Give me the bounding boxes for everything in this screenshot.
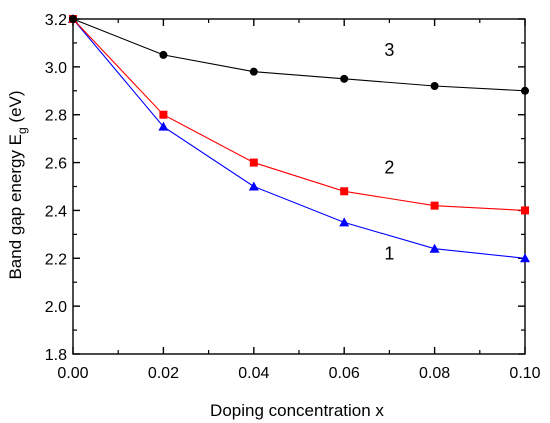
series-label-2: 2 bbox=[384, 157, 394, 177]
y-tick-label: 2.0 bbox=[45, 299, 67, 316]
data-point bbox=[249, 67, 258, 76]
x-tick-label: 0.04 bbox=[238, 365, 269, 382]
y-axis-title-main: Band gap energy E bbox=[6, 134, 25, 280]
y-tick-label: 2.6 bbox=[45, 156, 67, 173]
data-point bbox=[159, 110, 168, 119]
data-point bbox=[430, 82, 439, 90]
y-tick-label: 3.0 bbox=[45, 60, 67, 77]
data-point bbox=[158, 121, 169, 131]
axes: 0.00 0.02 0.04 0.06 0.08 0.10 1.8 2.0 2.2 2.4 2.6 2… bbox=[45, 12, 541, 382]
y-tick-label: 1.8 bbox=[45, 347, 67, 364]
y-tick-label: 3.2 bbox=[45, 12, 67, 29]
y-axis-title: Band gap energy Eg (eV) bbox=[6, 90, 29, 279]
series-label-3: 3 bbox=[384, 40, 394, 60]
data-point bbox=[339, 217, 350, 227]
data-point bbox=[159, 50, 168, 59]
x-axis-title: Doping concentration x bbox=[210, 401, 384, 420]
x-tick-label: 0.02 bbox=[148, 365, 179, 382]
data-point bbox=[520, 253, 530, 263]
data-point bbox=[521, 206, 529, 215]
data-point bbox=[521, 86, 529, 95]
data-point bbox=[69, 15, 77, 23]
y-tick-label: 2.4 bbox=[45, 203, 67, 220]
series-layer bbox=[68, 14, 530, 263]
data-point bbox=[249, 158, 258, 167]
data-point bbox=[248, 181, 259, 191]
data-point bbox=[430, 201, 439, 210]
y-axis-title-subscript: g bbox=[15, 127, 29, 134]
series-3 bbox=[69, 15, 529, 95]
series-line bbox=[72, 18, 526, 259]
data-point bbox=[340, 187, 349, 196]
plot-frame bbox=[72, 18, 526, 355]
x-tick-label: 0.08 bbox=[419, 365, 450, 382]
series-line bbox=[72, 18, 526, 211]
y-tick-label: 2.2 bbox=[45, 251, 67, 268]
y-axis-title-unit: (eV) bbox=[6, 90, 25, 127]
series-label-1: 1 bbox=[384, 243, 394, 263]
x-tick-label: 0.06 bbox=[329, 365, 360, 382]
series-line bbox=[72, 18, 526, 92]
x-tick-label: 0.00 bbox=[57, 365, 88, 382]
data-point bbox=[340, 74, 349, 83]
data-point bbox=[429, 243, 440, 253]
labels-layer: 1 2 3 bbox=[384, 40, 394, 263]
series-1 bbox=[68, 14, 530, 263]
y-tick-label: 2.8 bbox=[45, 108, 67, 125]
x-tick-label: 0.10 bbox=[509, 365, 540, 382]
